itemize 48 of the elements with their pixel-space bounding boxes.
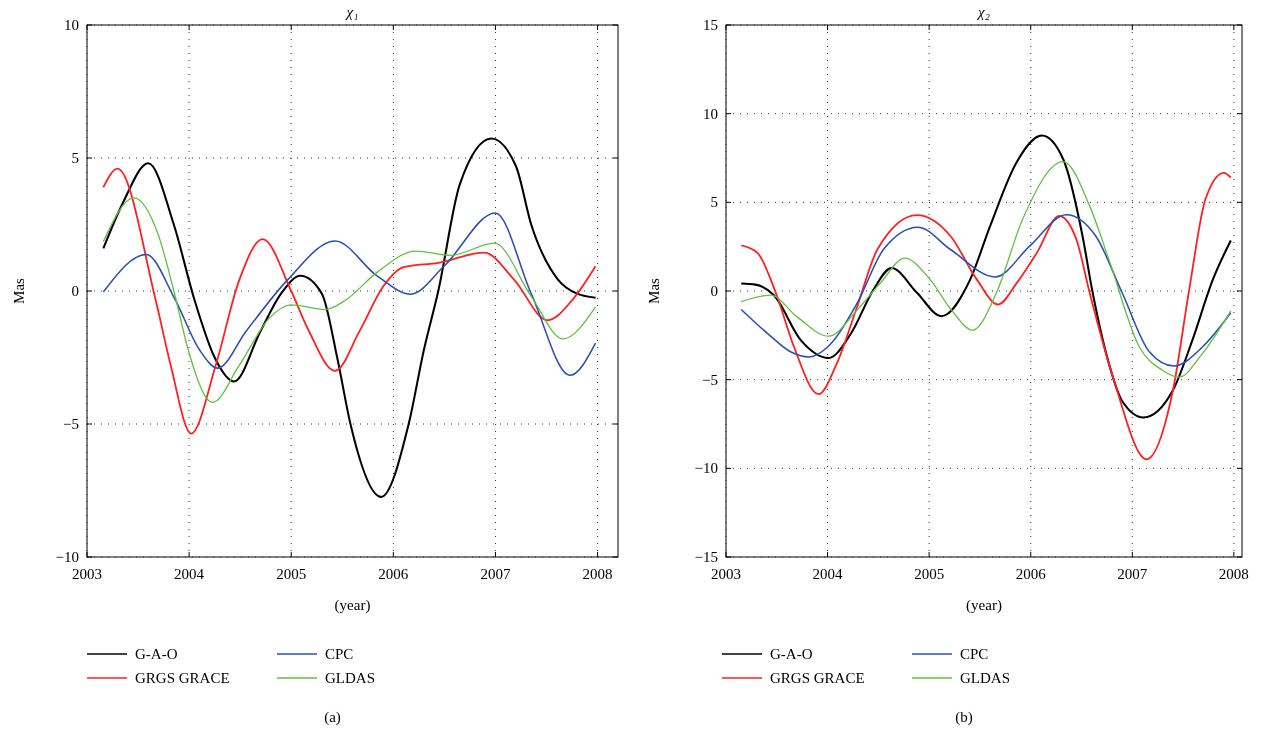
y-tick-label: 15 <box>703 17 718 33</box>
legend-label: GLDAS <box>325 670 376 686</box>
line-series <box>740 213 1232 367</box>
x-tick-label: 2003 <box>72 566 102 582</box>
x-tick-label: 2008 <box>1218 566 1249 582</box>
legend-label: GRGS GRACE <box>770 670 865 686</box>
text: (b) <box>955 709 973 726</box>
y-tick-label: −5 <box>63 416 79 432</box>
line-series <box>102 167 597 435</box>
y-tick-label: −10 <box>55 549 79 565</box>
y-tick-label: 0 <box>71 283 79 299</box>
legend-label: G-A-O <box>770 646 813 662</box>
line-series <box>740 160 1232 378</box>
legend-label: GLDAS <box>960 670 1011 686</box>
x-tick-label: 2008 <box>582 566 613 582</box>
x-tick-label: 2004 <box>812 566 844 582</box>
x-axis-title: (year) <box>334 597 371 614</box>
x-tick-label: 2007 <box>480 566 511 582</box>
chart-title: χ₁ <box>344 4 359 20</box>
y-tick-label: 10 <box>703 105 718 122</box>
x-tick-label: 2003 <box>711 566 741 582</box>
chart-title: χ₂ <box>976 4 990 20</box>
legend-label: GRGS GRACE <box>135 670 230 686</box>
y-tick-label: 5 <box>71 150 79 166</box>
line-series <box>102 197 597 404</box>
line-series <box>102 212 597 377</box>
legend-label: CPC <box>325 646 354 662</box>
legend-label: G-A-O <box>135 646 178 662</box>
x-tick-label: 2005 <box>914 566 945 582</box>
y-tick-label: 5 <box>710 194 718 211</box>
x-tick-label: 2007 <box>1117 566 1148 582</box>
y-tick-label: −5 <box>702 371 718 388</box>
line-series <box>102 137 597 498</box>
x-tick-label: 2005 <box>276 566 307 582</box>
x-tick-label: 2004 <box>174 566 205 582</box>
legend-label: CPC <box>960 646 989 662</box>
line-series <box>740 134 1232 419</box>
x-tick-label: 2006 <box>378 566 409 582</box>
y-axis-title: Mas <box>646 277 662 304</box>
x-axis-title: (year) <box>966 597 1002 614</box>
y-tick-label: 0 <box>710 283 718 299</box>
line-series <box>740 172 1232 461</box>
x-tick-label: 2006 <box>1015 566 1047 582</box>
y-tick-label: −15 <box>694 549 718 565</box>
y-axis-title: Mas <box>11 277 27 304</box>
y-tick-label: 10 <box>64 17 79 33</box>
text: (a) <box>324 709 341 726</box>
y-tick-label: −10 <box>694 460 718 477</box>
